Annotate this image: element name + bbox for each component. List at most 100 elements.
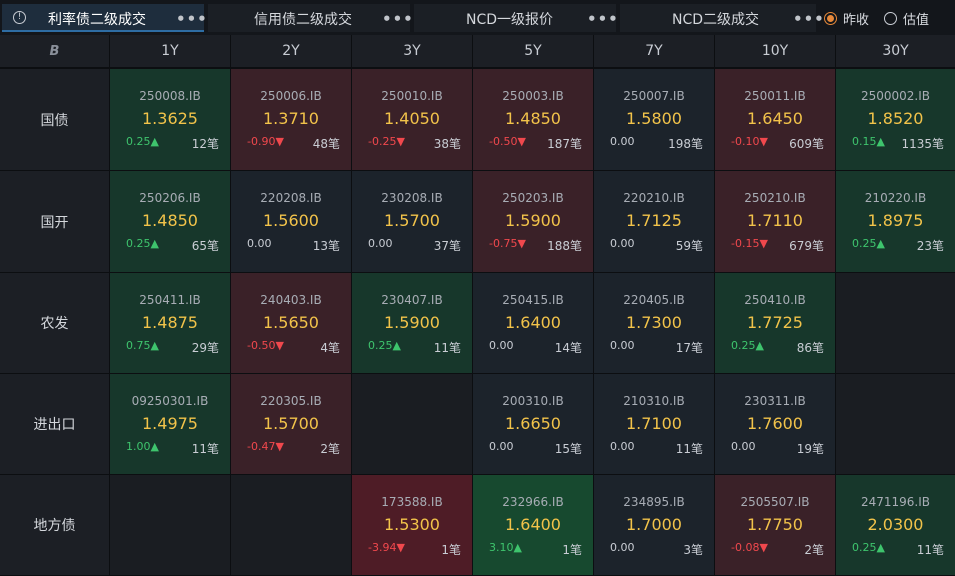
row-header: 国债 <box>0 69 109 170</box>
bond-yield: 1.5900 <box>505 211 561 230</box>
yield-change: 0.00 <box>368 237 393 250</box>
column-header-2y[interactable]: 2Y <box>231 35 351 67</box>
more-icon[interactable]: ••• <box>793 10 825 28</box>
bond-cell[interactable]: 230208.IB 1.5700 0.00 37笔 <box>352 171 472 272</box>
bond-code: 220305.IB <box>260 394 322 408</box>
tab-ncd-primary[interactable]: NCD一级报价 ••• <box>414 4 619 32</box>
trade-count: 11笔 <box>675 442 703 456</box>
bond-code: 250411.IB <box>139 293 201 307</box>
yield-change: 0.25▲ <box>852 237 885 250</box>
bond-code: 173588.IB <box>381 495 443 509</box>
bond-cell[interactable]: 220210.IB 1.7125 0.00 59笔 <box>594 171 714 272</box>
yield-change: 0.25▲ <box>126 135 159 148</box>
bond-code: 250008.IB <box>139 89 201 103</box>
column-header-1y[interactable]: 1Y <box>110 35 230 67</box>
bond-code: 230311.IB <box>744 394 806 408</box>
radio-unselected-icon <box>884 12 897 25</box>
bond-code: 2500002.IB <box>860 89 931 103</box>
trade-count: 29笔 <box>191 341 219 355</box>
tab-rates-secondary[interactable]: ! 利率债二级成交 ••• <box>2 4 207 32</box>
bond-cell[interactable]: 250007.IB 1.5800 0.00 198笔 <box>594 69 714 170</box>
trade-count: 12笔 <box>191 137 219 151</box>
bond-cell[interactable]: 250008.IB 1.3625 0.25▲ 12笔 <box>110 69 230 170</box>
bond-yield: 1.8975 <box>867 211 924 230</box>
bond-cell[interactable]: 232966.IB 1.6400 3.10▲ 1笔 <box>473 475 593 575</box>
bond-cell[interactable]: 250011.IB 1.6450 -0.10▼ 609笔 <box>715 69 835 170</box>
bond-cell[interactable]: 2505507.IB 1.7750 -0.08▼ 2笔 <box>715 475 835 575</box>
trade-count: 19笔 <box>796 442 824 456</box>
bond-cell[interactable]: 250006.IB 1.3710 -0.90▼ 48笔 <box>231 69 351 170</box>
yield-change: 0.00 <box>610 339 635 352</box>
bond-cell[interactable]: 250003.IB 1.4850 -0.50▼ 187笔 <box>473 69 593 170</box>
column-header-5y[interactable]: 5Y <box>473 35 593 67</box>
bond-yield: 1.4050 <box>384 109 440 128</box>
trade-count: 38笔 <box>433 137 461 151</box>
radio-valuation[interactable]: 估值 <box>884 9 929 28</box>
tab-ncd-secondary[interactable]: NCD二级成交 ••• <box>620 4 824 32</box>
yield-change: 0.00 <box>489 440 514 453</box>
bond-cell[interactable]: 210220.IB 1.8975 0.25▲ 23笔 <box>836 171 955 272</box>
bond-code: 250206.IB <box>139 191 201 205</box>
more-icon[interactable]: ••• <box>176 10 208 28</box>
bond-yield: 1.5300 <box>384 515 440 534</box>
column-header-7y[interactable]: 7Y <box>594 35 714 67</box>
yield-change: 0.25▲ <box>852 541 885 554</box>
bond-cell[interactable]: 09250301.IB 1.4975 1.00▲ 11笔 <box>110 374 230 474</box>
bond-cell[interactable]: 250410.IB 1.7725 0.25▲ 86笔 <box>715 273 835 373</box>
bond-code: 250011.IB <box>744 89 806 103</box>
bond-cell[interactable]: 250206.IB 1.4850 0.25▲ 65笔 <box>110 171 230 272</box>
bond-cell[interactable]: 230311.IB 1.7600 0.00 19笔 <box>715 374 835 474</box>
bond-cell[interactable]: 2471196.IB 2.0300 0.25▲ 11笔 <box>836 475 955 575</box>
bond-cell[interactable]: 250203.IB 1.5900 -0.75▼ 188笔 <box>473 171 593 272</box>
trade-count: 198笔 <box>668 137 703 151</box>
radio-prev-close[interactable]: 昨收 <box>824 9 869 28</box>
bond-cell[interactable]: 210310.IB 1.7100 0.00 11笔 <box>594 374 714 474</box>
tab-credit-secondary[interactable]: 信用债二级成交 ••• <box>208 4 413 32</box>
radio-selected-icon <box>824 12 837 25</box>
empty-cell <box>836 374 955 474</box>
bond-code: 250203.IB <box>502 191 564 205</box>
bond-cell[interactable]: 250210.IB 1.7110 -0.15▼ 679笔 <box>715 171 835 272</box>
trade-count: 11笔 <box>433 341 461 355</box>
bond-cell[interactable]: 250411.IB 1.4875 0.75▲ 29笔 <box>110 273 230 373</box>
trade-count: 4笔 <box>320 341 340 355</box>
yield-change: 1.00▲ <box>126 440 159 453</box>
trade-count: 48笔 <box>312 137 340 151</box>
more-icon[interactable]: ••• <box>382 10 414 28</box>
bond-cell[interactable]: 250010.IB 1.4050 -0.25▼ 38笔 <box>352 69 472 170</box>
bond-code: 250010.IB <box>381 89 443 103</box>
column-header-10y[interactable]: 10Y <box>715 35 835 67</box>
column-header-3y[interactable]: 3Y <box>352 35 472 67</box>
yield-change: 0.75▲ <box>126 339 159 352</box>
more-icon[interactable]: ••• <box>587 10 619 28</box>
bond-code: 250006.IB <box>260 89 322 103</box>
yield-change: 0.25▲ <box>126 237 159 250</box>
bond-yield: 1.5800 <box>626 109 682 128</box>
bond-cell[interactable]: 230407.IB 1.5900 0.25▲ 11笔 <box>352 273 472 373</box>
bond-code: 232966.IB <box>502 495 564 509</box>
yield-change: 0.00 <box>489 339 514 352</box>
bond-cell[interactable]: 234895.IB 1.7000 0.00 3笔 <box>594 475 714 575</box>
bond-yield: 1.7600 <box>747 414 803 433</box>
bond-cell[interactable]: 250415.IB 1.6400 0.00 14笔 <box>473 273 593 373</box>
yield-change: 0.15▲ <box>852 135 885 148</box>
trade-count: 11笔 <box>916 543 944 557</box>
bond-cell[interactable]: 220305.IB 1.5700 -0.47▼ 2笔 <box>231 374 351 474</box>
bond-yield: 1.6650 <box>505 414 561 433</box>
bond-cell[interactable]: 220405.IB 1.7300 0.00 17笔 <box>594 273 714 373</box>
bond-cell[interactable]: 2500002.IB 1.8520 0.15▲ 1135笔 <box>836 69 955 170</box>
bond-cell[interactable]: 240403.IB 1.5650 -0.50▼ 4笔 <box>231 273 351 373</box>
trade-count: 11笔 <box>191 442 219 456</box>
trade-count: 15笔 <box>554 442 582 456</box>
bond-code: 200310.IB <box>502 394 564 408</box>
bond-cell[interactable]: 200310.IB 1.6650 0.00 15笔 <box>473 374 593 474</box>
bond-yield: 1.4975 <box>142 414 198 433</box>
trade-count: 65笔 <box>191 239 219 253</box>
info-icon[interactable]: ! <box>13 11 26 24</box>
column-header-30y[interactable]: 30Y <box>836 35 955 67</box>
bond-code: 220210.IB <box>623 191 685 205</box>
yield-change: -0.50▼ <box>489 135 526 148</box>
bond-cell[interactable]: 173588.IB 1.5300 -3.94▼ 1笔 <box>352 475 472 575</box>
bond-cell[interactable]: 220208.IB 1.5600 0.00 13笔 <box>231 171 351 272</box>
tab-label: 利率债二级成交 <box>48 12 146 28</box>
